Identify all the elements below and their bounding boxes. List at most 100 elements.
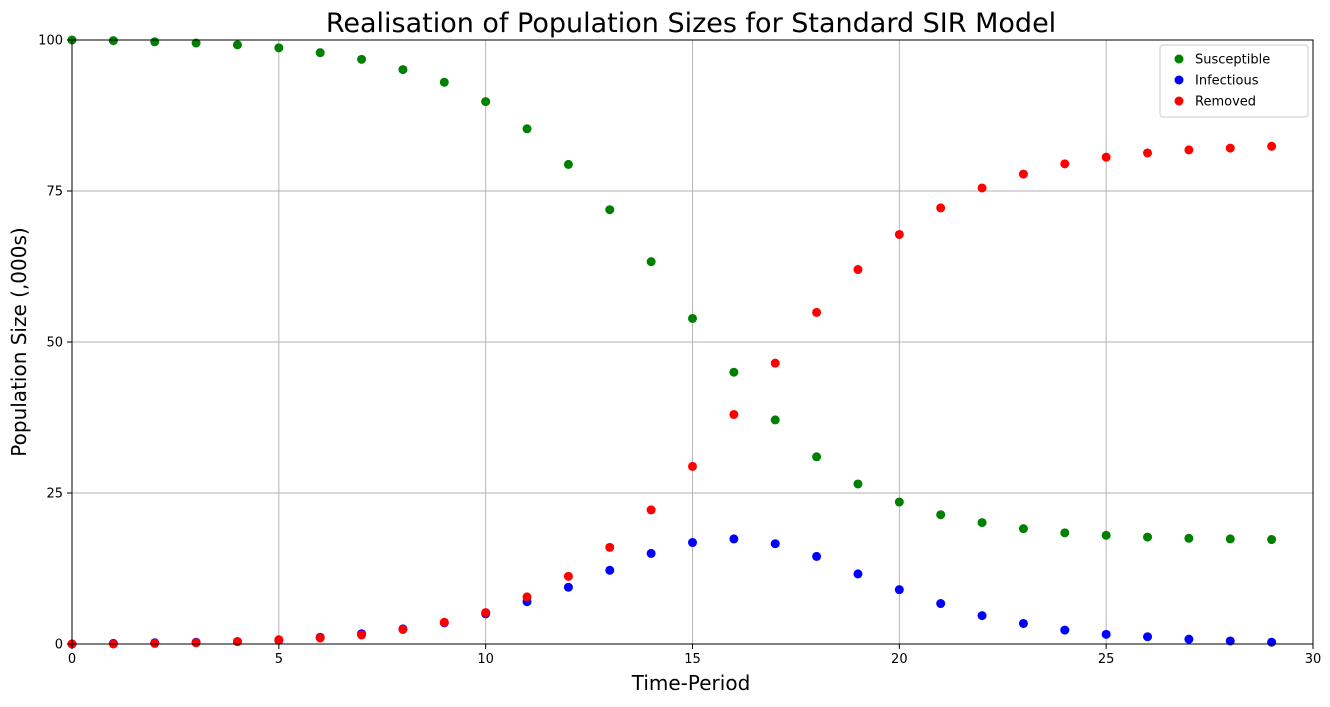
ticks-layer: 0 5 10 15 20 25 30 0 25 50 75 100 (38, 34, 1321, 668)
susceptible-point (357, 54, 367, 64)
removed-point (315, 633, 325, 643)
y-tick-label: 100 (38, 34, 63, 49)
legend-box (1159, 44, 1309, 118)
susceptible-point (1060, 528, 1070, 538)
grid-layer (71, 39, 1314, 645)
y-tick-label: 75 (46, 185, 63, 200)
susceptible-point (605, 205, 615, 215)
susceptible-point (1101, 530, 1111, 540)
removed-point (1060, 159, 1070, 169)
y-tick-label: 0 (55, 638, 63, 653)
susceptible-point (1267, 535, 1277, 545)
susceptible-point (563, 159, 573, 169)
infectious-point (936, 599, 946, 609)
chart-title: Realisation of Population Sizes for Stan… (326, 8, 1056, 39)
susceptible-point (894, 497, 904, 507)
x-tick-label: 0 (68, 652, 76, 667)
removed-point (646, 505, 656, 515)
susceptible-point (439, 77, 449, 87)
y-tick-label: 50 (46, 336, 63, 351)
susceptible-point (232, 40, 242, 50)
removed-point (357, 630, 367, 640)
infectious-point (646, 548, 656, 558)
infectious-point (563, 582, 573, 592)
series-susceptible (67, 35, 1277, 545)
susceptible-point (729, 367, 739, 377)
removed-point (150, 638, 160, 648)
susceptible-point (853, 479, 863, 489)
infectious-point (1225, 636, 1235, 646)
infectious-point (1060, 625, 1070, 635)
x-tick-label: 20 (891, 652, 908, 667)
series-layer (67, 35, 1277, 649)
susceptible-point (481, 97, 491, 107)
legend-marker-susceptible (1174, 54, 1184, 64)
removed-point (1267, 141, 1277, 151)
susceptible-point (150, 37, 160, 47)
infectious-point (1184, 634, 1194, 644)
removed-point (522, 592, 532, 602)
infectious-point (1018, 618, 1028, 628)
removed-point (1143, 148, 1153, 158)
x-tick-label: 5 (275, 652, 283, 667)
removed-point (812, 307, 822, 317)
infectious-point (688, 538, 697, 548)
infectious-point (977, 611, 987, 621)
removed-point (232, 637, 242, 647)
susceptible-point (1018, 524, 1028, 534)
y-axis-label: Population Size (,000s) (7, 227, 31, 456)
y-tick-label: 25 (46, 487, 63, 502)
x-tick-label: 30 (1305, 652, 1322, 667)
infectious-point (1267, 637, 1277, 647)
removed-point (894, 229, 904, 239)
infectious-point (1143, 632, 1153, 642)
x-tick-label: 15 (684, 652, 701, 667)
legend-marker-removed (1174, 96, 1184, 106)
susceptible-point (1225, 534, 1235, 544)
removed-point (936, 203, 946, 213)
removed-point (439, 617, 449, 627)
infectious-point (812, 551, 822, 561)
removed-point (853, 265, 863, 275)
removed-point (770, 358, 780, 368)
susceptible-point (398, 65, 408, 75)
legend-label-infectious: Infectious (1195, 74, 1259, 89)
infectious-point (894, 585, 904, 595)
series-removed (67, 141, 1277, 649)
susceptible-point (646, 257, 656, 267)
removed-point (274, 635, 284, 645)
removed-point (563, 571, 573, 581)
removed-point (481, 608, 491, 618)
infectious-point (770, 539, 780, 549)
susceptible-point (522, 124, 532, 134)
susceptible-point (108, 36, 118, 46)
removed-point (729, 409, 739, 419)
susceptible-point (274, 43, 284, 53)
series-infectious (67, 534, 1277, 649)
legend-marker-infectious (1174, 75, 1184, 85)
removed-point (191, 638, 201, 648)
x-tick-label: 25 (1098, 652, 1115, 667)
susceptible-point (191, 38, 201, 48)
infectious-point (1101, 629, 1111, 639)
x-axis-label: Time-Period (631, 671, 751, 695)
removed-point (1184, 145, 1194, 155)
infectious-point (729, 534, 739, 544)
susceptible-point (770, 415, 780, 425)
susceptible-point (688, 313, 697, 323)
removed-point (1101, 152, 1111, 162)
susceptible-point (936, 510, 946, 520)
infectious-point (853, 569, 863, 579)
susceptible-point (1143, 532, 1153, 542)
removed-point (1225, 143, 1235, 153)
susceptible-point (812, 452, 822, 462)
infectious-point (605, 565, 615, 575)
legend: Susceptible Infectious Removed (1159, 44, 1309, 118)
removed-point (605, 542, 615, 552)
legend-label-removed: Removed (1195, 95, 1256, 110)
removed-point (398, 625, 408, 635)
susceptible-point (977, 518, 987, 528)
x-tick-label: 10 (477, 652, 494, 667)
